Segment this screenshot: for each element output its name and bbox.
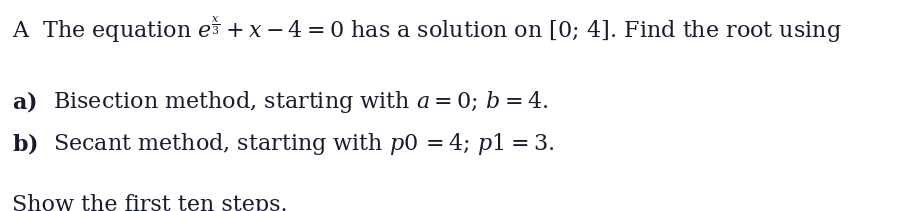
Text: $\bf{b)}$: $\bf{b)}$	[12, 131, 38, 156]
Text: Bisection method, starting with $a = 0;\, b = 4.$: Bisection method, starting with $a = 0;\…	[46, 89, 548, 115]
Text: A  The equation $e^{\frac{x}{3}} + x - 4 = 0$ has a solution on $[0;\, 4]$. Find: A The equation $e^{\frac{x}{3}} + x - 4 …	[12, 15, 842, 45]
Text: Show the first ten steps.: Show the first ten steps.	[12, 194, 288, 211]
Text: Secant method, starting with $p0\, = 4;\, p1 = 3.$: Secant method, starting with $p0\, = 4;\…	[46, 131, 554, 157]
Text: $\bf{a)}$: $\bf{a)}$	[12, 89, 37, 114]
